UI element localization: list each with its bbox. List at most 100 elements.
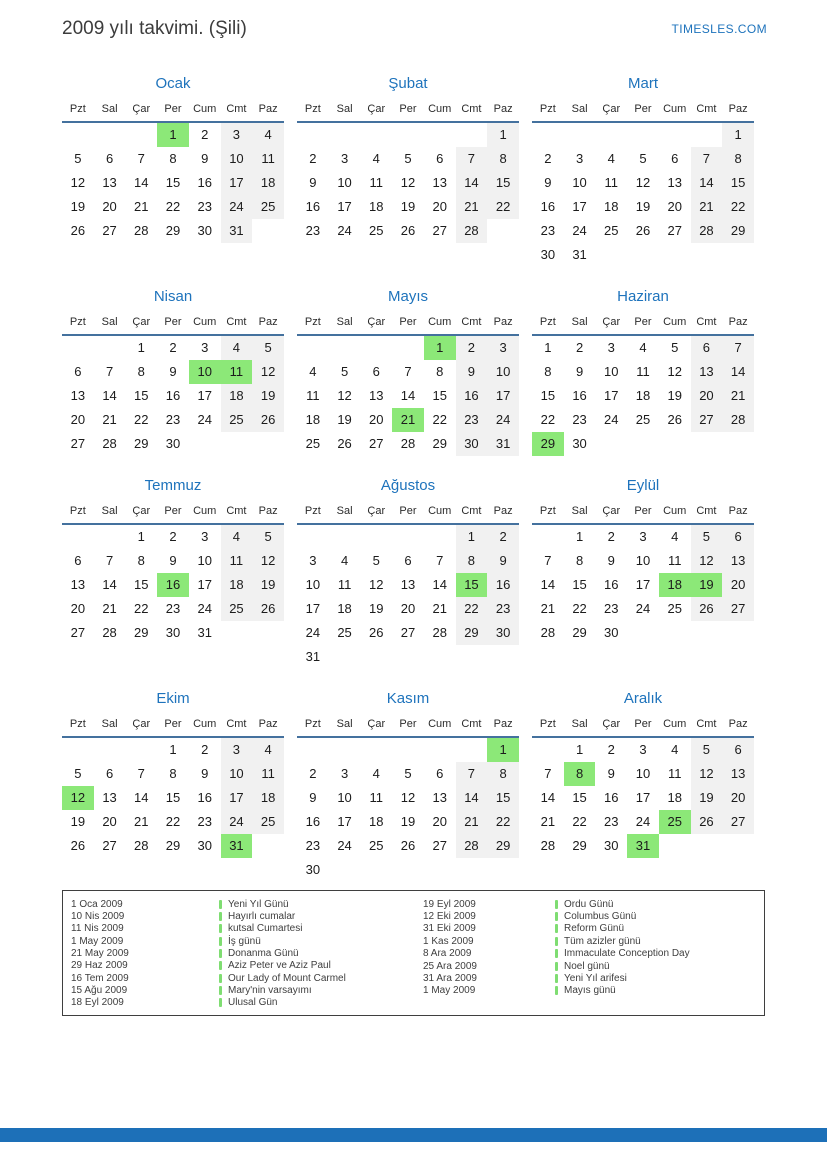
- day-cell: 30: [165, 625, 181, 640]
- holiday-day-cell: 25: [658, 810, 691, 834]
- weekday-header-row: Pzt Sal Çar Per Cum Cmt Paz: [62, 503, 284, 525]
- weekday-label: Pzt: [539, 103, 556, 115]
- weekday-label: Çar: [367, 718, 386, 730]
- day-cell: 6: [105, 151, 114, 166]
- day-cell: 4: [639, 340, 647, 355]
- day-cell: 15: [722, 171, 754, 195]
- empty-day-cell: [392, 525, 424, 549]
- weekday-label: Paz: [728, 505, 748, 517]
- day-cell: 12: [400, 175, 416, 190]
- day-cell: 28: [102, 625, 117, 640]
- month-7: Temmuz Pzt Sal Çar Per Cum Cmt Paz 1 2 3 4 5 6 7 8 9 10 11…: [62, 475, 284, 645]
- empty-day-cell: [297, 525, 329, 549]
- weekday-label: Cmt: [696, 316, 717, 328]
- day-cell: 16: [604, 577, 619, 592]
- day-cell: 8: [436, 364, 444, 379]
- day-cell: 5: [690, 525, 723, 549]
- weekday-label: Çar: [367, 505, 386, 517]
- day-cell: 26: [400, 838, 416, 853]
- holiday-name: Mayıs günü: [564, 985, 616, 997]
- day-cell: 18: [369, 814, 384, 829]
- day-cell: 16: [572, 388, 587, 403]
- day-cell: 26: [337, 436, 352, 451]
- empty-day-cell: [564, 123, 596, 147]
- holiday-marker-icon: [219, 985, 222, 995]
- empty-day-cell: [532, 123, 564, 147]
- day-cell: 17: [604, 388, 619, 403]
- day-cell: 5: [404, 766, 412, 781]
- holiday-date: 29 Haz 2009: [71, 960, 128, 972]
- day-cell: 7: [137, 766, 145, 781]
- day-cell: 14: [400, 388, 416, 403]
- day-cell: 21: [455, 810, 488, 834]
- month-title: Ağustos: [380, 477, 436, 494]
- day-cell: 19: [690, 786, 723, 810]
- holiday-row: 19 Eyl 2009 Ordu Günü: [423, 898, 756, 910]
- holiday-marker-icon: [555, 899, 558, 909]
- empty-day-cell: [487, 858, 519, 882]
- day-cell: 23: [305, 223, 321, 238]
- empty-day-cell: [627, 621, 659, 645]
- holiday-name: Our Lady of Mount Carmel: [228, 972, 346, 984]
- days-grid: 1 2 3 4 5 6 7 8 9 10 11 12 13 14 15 16 17 18 19 20 21 22 23 24 2…: [297, 525, 519, 669]
- day-cell: 6: [690, 336, 723, 360]
- weekday-label: Cmt: [696, 103, 717, 115]
- day-cell: 16: [197, 790, 212, 805]
- weekday-label: Cmt: [226, 316, 247, 328]
- weekday-label: Çar: [132, 316, 151, 328]
- day-cell: 19: [252, 573, 284, 597]
- day-cell: 8: [137, 364, 145, 379]
- day-cell: 22: [572, 601, 587, 616]
- day-cell: 10: [635, 553, 651, 568]
- day-cell: 11: [604, 175, 619, 190]
- holiday-row: 8 Ara 2009 Immaculate Conception Day: [423, 948, 756, 960]
- day-cell: 26: [70, 223, 86, 238]
- day-cell: 28: [722, 408, 754, 432]
- holiday-date: 1 May 2009: [423, 985, 476, 997]
- holiday-date: 18 Eyl 2009: [71, 997, 124, 1009]
- month-title: Nisan: [153, 288, 193, 305]
- empty-day-cell: [360, 336, 392, 360]
- holiday-marker-icon: [555, 924, 558, 934]
- days-grid: 1 2 3 4 5 6 7 8 9 10 11 12 13 14 15 16 17 18 19 20 21 22 23 24 2…: [532, 336, 754, 456]
- weekday-header-row: Pzt Sal Çar Per Cum Cmt Paz: [62, 314, 284, 336]
- day-cell: 16: [165, 388, 181, 403]
- month-9: Eylül Pzt Sal Çar Per Cum Cmt Paz 1 2 3 4 5 6 7 8 9 10 11 1…: [532, 475, 754, 645]
- weekday-label: Cum: [428, 718, 452, 730]
- empty-day-cell: [94, 738, 126, 762]
- day-cell: 11: [252, 762, 284, 786]
- month-title: Mayıs: [387, 288, 428, 305]
- day-cell: 16: [197, 175, 212, 190]
- brand-link[interactable]: TIMESLES.COM: [671, 22, 767, 36]
- weekday-header-row: Pzt Sal Çar Per Cum Cmt Paz: [62, 101, 284, 123]
- holiday-marker-icon: [219, 973, 222, 983]
- day-cell: 4: [607, 151, 615, 166]
- day-cell: 31: [220, 219, 253, 243]
- weekday-label: Sal: [571, 103, 588, 115]
- weekday-label: Sal: [101, 316, 118, 328]
- day-cell: 20: [722, 573, 754, 597]
- weekday-header-row: Pzt Sal Çar Per Cum Cmt Paz: [297, 716, 519, 738]
- weekday-label: Paz: [493, 316, 513, 328]
- day-cell: 24: [305, 625, 321, 640]
- empty-day-cell: [627, 123, 659, 147]
- empty-day-cell: [62, 336, 94, 360]
- day-cell: 25: [252, 195, 284, 219]
- holiday-marker-icon: [219, 899, 222, 909]
- day-cell: 1: [169, 742, 177, 757]
- day-cell: 9: [201, 151, 209, 166]
- day-cell: 26: [690, 597, 723, 621]
- holiday-day-cell: 11: [220, 360, 253, 384]
- day-cell: 15: [165, 175, 181, 190]
- weekday-label: Cmt: [696, 718, 717, 730]
- weekday-label: Çar: [602, 316, 621, 328]
- weekday-label: Paz: [728, 103, 748, 115]
- day-cell: 17: [337, 199, 352, 214]
- day-cell: 6: [436, 151, 444, 166]
- day-cell: 17: [220, 171, 253, 195]
- holiday-name: Yeni Yıl Günü: [228, 898, 289, 910]
- holiday-marker-icon: [555, 974, 558, 984]
- day-cell: 23: [455, 408, 488, 432]
- empty-day-cell: [360, 645, 392, 669]
- day-cell: 28: [540, 625, 556, 640]
